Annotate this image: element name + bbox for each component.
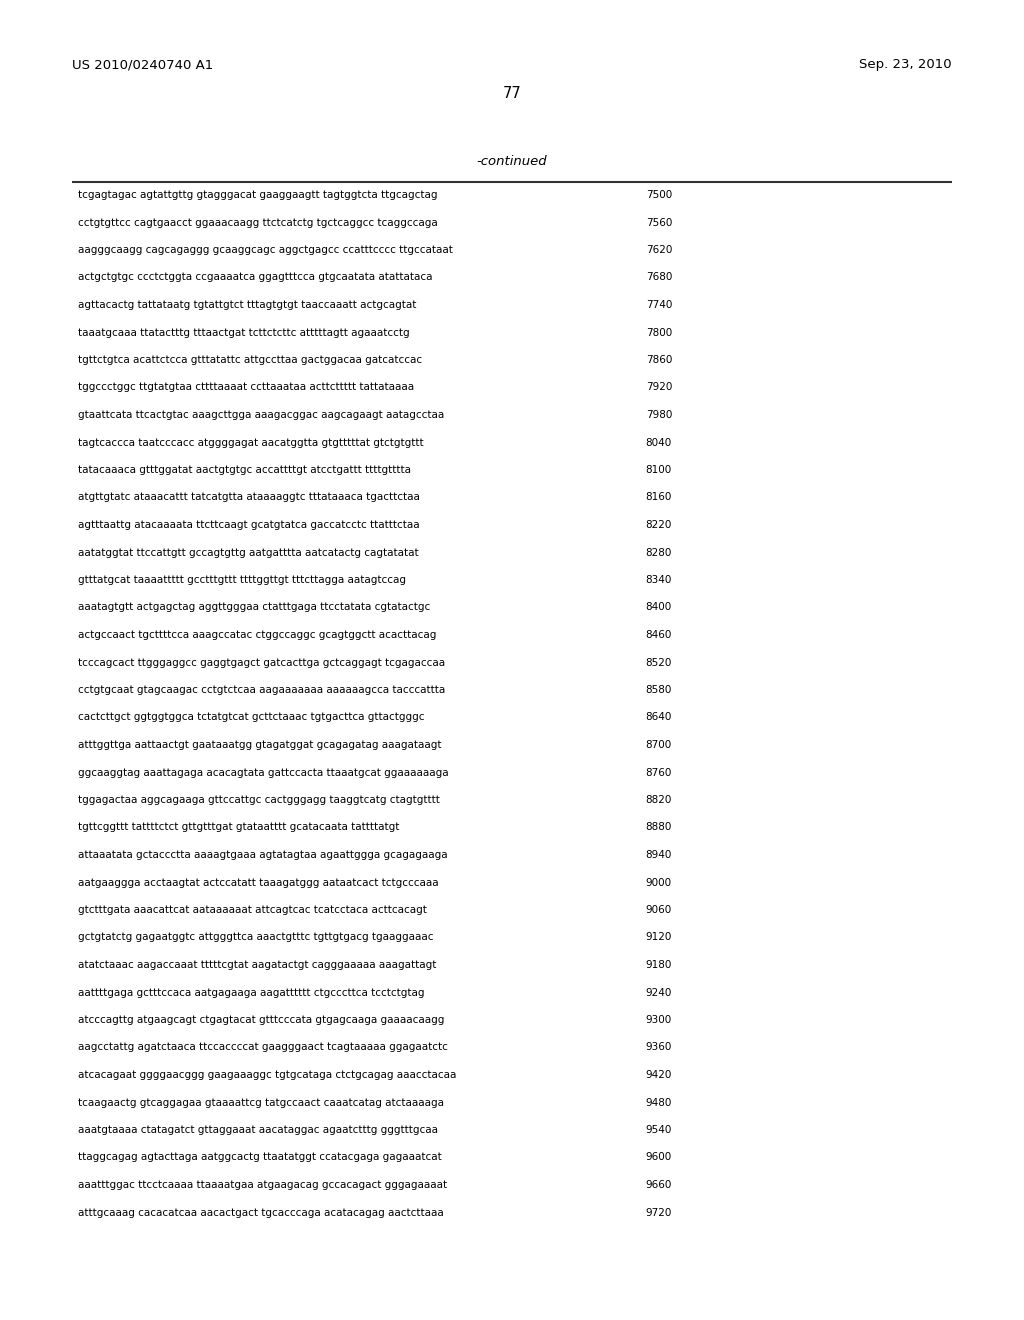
Text: gtaattcata ttcactgtac aaagcttgga aaagacggac aagcagaagt aatagcctaa: gtaattcata ttcactgtac aaagcttgga aaagacg… xyxy=(78,411,444,420)
Text: 8820: 8820 xyxy=(645,795,672,805)
Text: 9300: 9300 xyxy=(646,1015,672,1026)
Text: atttgcaaag cacacatcaa aacactgact tgcacccaga acatacagag aactcttaaa: atttgcaaag cacacatcaa aacactgact tgcaccc… xyxy=(78,1208,443,1217)
Text: atatctaaac aagaccaaat tttttcgtat aagatactgt cagggaaaaa aaagattagt: atatctaaac aagaccaaat tttttcgtat aagatac… xyxy=(78,960,436,970)
Text: 8940: 8940 xyxy=(645,850,672,861)
Text: tcgagtagac agtattgttg gtagggacat gaaggaagtt tagtggtcta ttgcagctag: tcgagtagac agtattgttg gtagggacat gaaggaa… xyxy=(78,190,437,201)
Text: 8760: 8760 xyxy=(645,767,672,777)
Text: gtctttgata aaacattcat aataaaaaat attcagtcac tcatcctaca acttcacagt: gtctttgata aaacattcat aataaaaaat attcagt… xyxy=(78,906,427,915)
Text: agtttaattg atacaaaata ttcttcaagt gcatgtatca gaccatcctc ttatttctaa: agtttaattg atacaaaata ttcttcaagt gcatgta… xyxy=(78,520,420,531)
Text: 7500: 7500 xyxy=(646,190,672,201)
Text: 8340: 8340 xyxy=(645,576,672,585)
Text: 8460: 8460 xyxy=(645,630,672,640)
Text: 9240: 9240 xyxy=(645,987,672,998)
Text: gctgtatctg gagaatggtc attgggttca aaactgtttc tgttgtgacg tgaaggaaac: gctgtatctg gagaatggtc attgggttca aaactgt… xyxy=(78,932,433,942)
Text: atttggttga aattaactgt gaataaatgg gtagatggat gcagagatag aaagataagt: atttggttga aattaactgt gaataaatgg gtagatg… xyxy=(78,741,441,750)
Text: 8280: 8280 xyxy=(645,548,672,557)
Text: 8640: 8640 xyxy=(645,713,672,722)
Text: aagggcaagg cagcagaggg gcaaggcagc aggctgagcc ccatttcccc ttgccataat: aagggcaagg cagcagaggg gcaaggcagc aggctga… xyxy=(78,246,453,255)
Text: 8160: 8160 xyxy=(645,492,672,503)
Text: 8700: 8700 xyxy=(646,741,672,750)
Text: 9120: 9120 xyxy=(645,932,672,942)
Text: 9060: 9060 xyxy=(646,906,672,915)
Text: 7740: 7740 xyxy=(645,300,672,310)
Text: cctgtgcaat gtagcaagac cctgtctcaa aagaaaaaaa aaaaaagcca tacccattta: cctgtgcaat gtagcaagac cctgtctcaa aagaaaa… xyxy=(78,685,445,696)
Text: tgttctgtca acattctcca gtttatattc attgccttaa gactggacaa gatcatccac: tgttctgtca acattctcca gtttatattc attgcct… xyxy=(78,355,422,366)
Text: atcccagttg atgaagcagt ctgagtacat gtttcccata gtgagcaaga gaaaacaagg: atcccagttg atgaagcagt ctgagtacat gtttccc… xyxy=(78,1015,444,1026)
Text: actgccaact tgcttttcca aaagccatac ctggccaggc gcagtggctt acacttacag: actgccaact tgcttttcca aaagccatac ctggcca… xyxy=(78,630,436,640)
Text: 9720: 9720 xyxy=(645,1208,672,1217)
Text: ggcaaggtag aaattagaga acacagtata gattccacta ttaaatgcat ggaaaaaaga: ggcaaggtag aaattagaga acacagtata gattcca… xyxy=(78,767,449,777)
Text: 9180: 9180 xyxy=(645,960,672,970)
Text: atcacagaat ggggaacggg gaagaaaggc tgtgcataga ctctgcagag aaacctacaa: atcacagaat ggggaacggg gaagaaaggc tgtgcat… xyxy=(78,1071,457,1080)
Text: tagtcaccca taatcccacc atggggagat aacatggtta gtgtttttat gtctgtgttt: tagtcaccca taatcccacc atggggagat aacatgg… xyxy=(78,437,424,447)
Text: 9000: 9000 xyxy=(646,878,672,887)
Text: ttaggcagag agtacttaga aatggcactg ttaatatggt ccatacgaga gagaaatcat: ttaggcagag agtacttaga aatggcactg ttaatat… xyxy=(78,1152,441,1163)
Text: Sep. 23, 2010: Sep. 23, 2010 xyxy=(859,58,952,71)
Text: 7920: 7920 xyxy=(645,383,672,392)
Text: 9420: 9420 xyxy=(645,1071,672,1080)
Text: cactcttgct ggtggtggca tctatgtcat gcttctaaac tgtgacttca gttactgggc: cactcttgct ggtggtggca tctatgtcat gcttcta… xyxy=(78,713,425,722)
Text: attaaatata gctaccctta aaaagtgaaa agtatagtaa agaattggga gcagagaaga: attaaatata gctaccctta aaaagtgaaa agtatag… xyxy=(78,850,447,861)
Text: cctgtgttcc cagtgaacct ggaaacaagg ttctcatctg tgctcaggcc tcaggccaga: cctgtgttcc cagtgaacct ggaaacaagg ttctcat… xyxy=(78,218,437,227)
Text: aaatttggac ttcctcaaaa ttaaaatgaa atgaagacag gccacagact gggagaaaat: aaatttggac ttcctcaaaa ttaaaatgaa atgaaga… xyxy=(78,1180,447,1191)
Text: 9360: 9360 xyxy=(645,1043,672,1052)
Text: 8040: 8040 xyxy=(646,437,672,447)
Text: aatatggtat ttccattgtt gccagtgttg aatgatttta aatcatactg cagtatatat: aatatggtat ttccattgtt gccagtgttg aatgatt… xyxy=(78,548,419,557)
Text: aaatagtgtt actgagctag aggttgggaa ctatttgaga ttcctatata cgtatactgc: aaatagtgtt actgagctag aggttgggaa ctatttg… xyxy=(78,602,430,612)
Text: 8520: 8520 xyxy=(645,657,672,668)
Text: 8400: 8400 xyxy=(646,602,672,612)
Text: 77: 77 xyxy=(503,86,521,102)
Text: 8580: 8580 xyxy=(645,685,672,696)
Text: 9600: 9600 xyxy=(646,1152,672,1163)
Text: 7980: 7980 xyxy=(645,411,672,420)
Text: 8220: 8220 xyxy=(645,520,672,531)
Text: gtttatgcat taaaattttt gcctttgttt ttttggttgt tttcttagga aatagtccag: gtttatgcat taaaattttt gcctttgttt ttttggt… xyxy=(78,576,406,585)
Text: actgctgtgc ccctctggta ccgaaaatca ggagtttcca gtgcaatata atattataca: actgctgtgc ccctctggta ccgaaaatca ggagttt… xyxy=(78,272,432,282)
Text: 7800: 7800 xyxy=(646,327,672,338)
Text: 9480: 9480 xyxy=(645,1097,672,1107)
Text: 9540: 9540 xyxy=(645,1125,672,1135)
Text: -continued: -continued xyxy=(477,154,547,168)
Text: aattttgaga gctttccaca aatgagaaga aagatttttt ctgcccttca tcctctgtag: aattttgaga gctttccaca aatgagaaga aagattt… xyxy=(78,987,425,998)
Text: 7560: 7560 xyxy=(645,218,672,227)
Text: aatgaaggga acctaagtat actccatatt taaagatggg aataatcact tctgcccaaa: aatgaaggga acctaagtat actccatatt taaagat… xyxy=(78,878,438,887)
Text: 8100: 8100 xyxy=(646,465,672,475)
Text: tggagactaa aggcagaaga gttccattgc cactgggagg taaggtcatg ctagtgtttt: tggagactaa aggcagaaga gttccattgc cactggg… xyxy=(78,795,440,805)
Text: agttacactg tattataatg tgtattgtct tttagtgtgt taaccaaatt actgcagtat: agttacactg tattataatg tgtattgtct tttagtg… xyxy=(78,300,417,310)
Text: tatacaaaca gtttggatat aactgtgtgc accattttgt atcctgattt ttttgtttta: tatacaaaca gtttggatat aactgtgtgc accattt… xyxy=(78,465,411,475)
Text: tggccctggc ttgtatgtaa cttttaaaat ccttaaataa acttcttttt tattataaaa: tggccctggc ttgtatgtaa cttttaaaat ccttaaa… xyxy=(78,383,414,392)
Text: 7680: 7680 xyxy=(645,272,672,282)
Text: tcaagaactg gtcaggagaa gtaaaattcg tatgccaact caaatcatag atctaaaaga: tcaagaactg gtcaggagaa gtaaaattcg tatgcca… xyxy=(78,1097,444,1107)
Text: 7620: 7620 xyxy=(645,246,672,255)
Text: atgttgtatc ataaacattt tatcatgtta ataaaaggtc tttataaaca tgacttctaa: atgttgtatc ataaacattt tatcatgtta ataaaag… xyxy=(78,492,420,503)
Text: tgttcggttt tattttctct gttgtttgat gtataatttt gcatacaata tattttatgt: tgttcggttt tattttctct gttgtttgat gtataat… xyxy=(78,822,399,833)
Text: taaatgcaaa ttatactttg tttaactgat tcttctcttc atttttagtt agaaatcctg: taaatgcaaa ttatactttg tttaactgat tcttctc… xyxy=(78,327,410,338)
Text: 8880: 8880 xyxy=(645,822,672,833)
Text: 7860: 7860 xyxy=(645,355,672,366)
Text: US 2010/0240740 A1: US 2010/0240740 A1 xyxy=(72,58,213,71)
Text: tcccagcact ttgggaggcc gaggtgagct gatcacttga gctcaggagt tcgagaccaa: tcccagcact ttgggaggcc gaggtgagct gatcact… xyxy=(78,657,445,668)
Text: 9660: 9660 xyxy=(645,1180,672,1191)
Text: aaatgtaaaa ctatagatct gttaggaaat aacataggac agaatctttg gggtttgcaa: aaatgtaaaa ctatagatct gttaggaaat aacatag… xyxy=(78,1125,438,1135)
Text: aagcctattg agatctaaca ttccaccccat gaagggaact tcagtaaaaa ggagaatctc: aagcctattg agatctaaca ttccaccccat gaaggg… xyxy=(78,1043,447,1052)
